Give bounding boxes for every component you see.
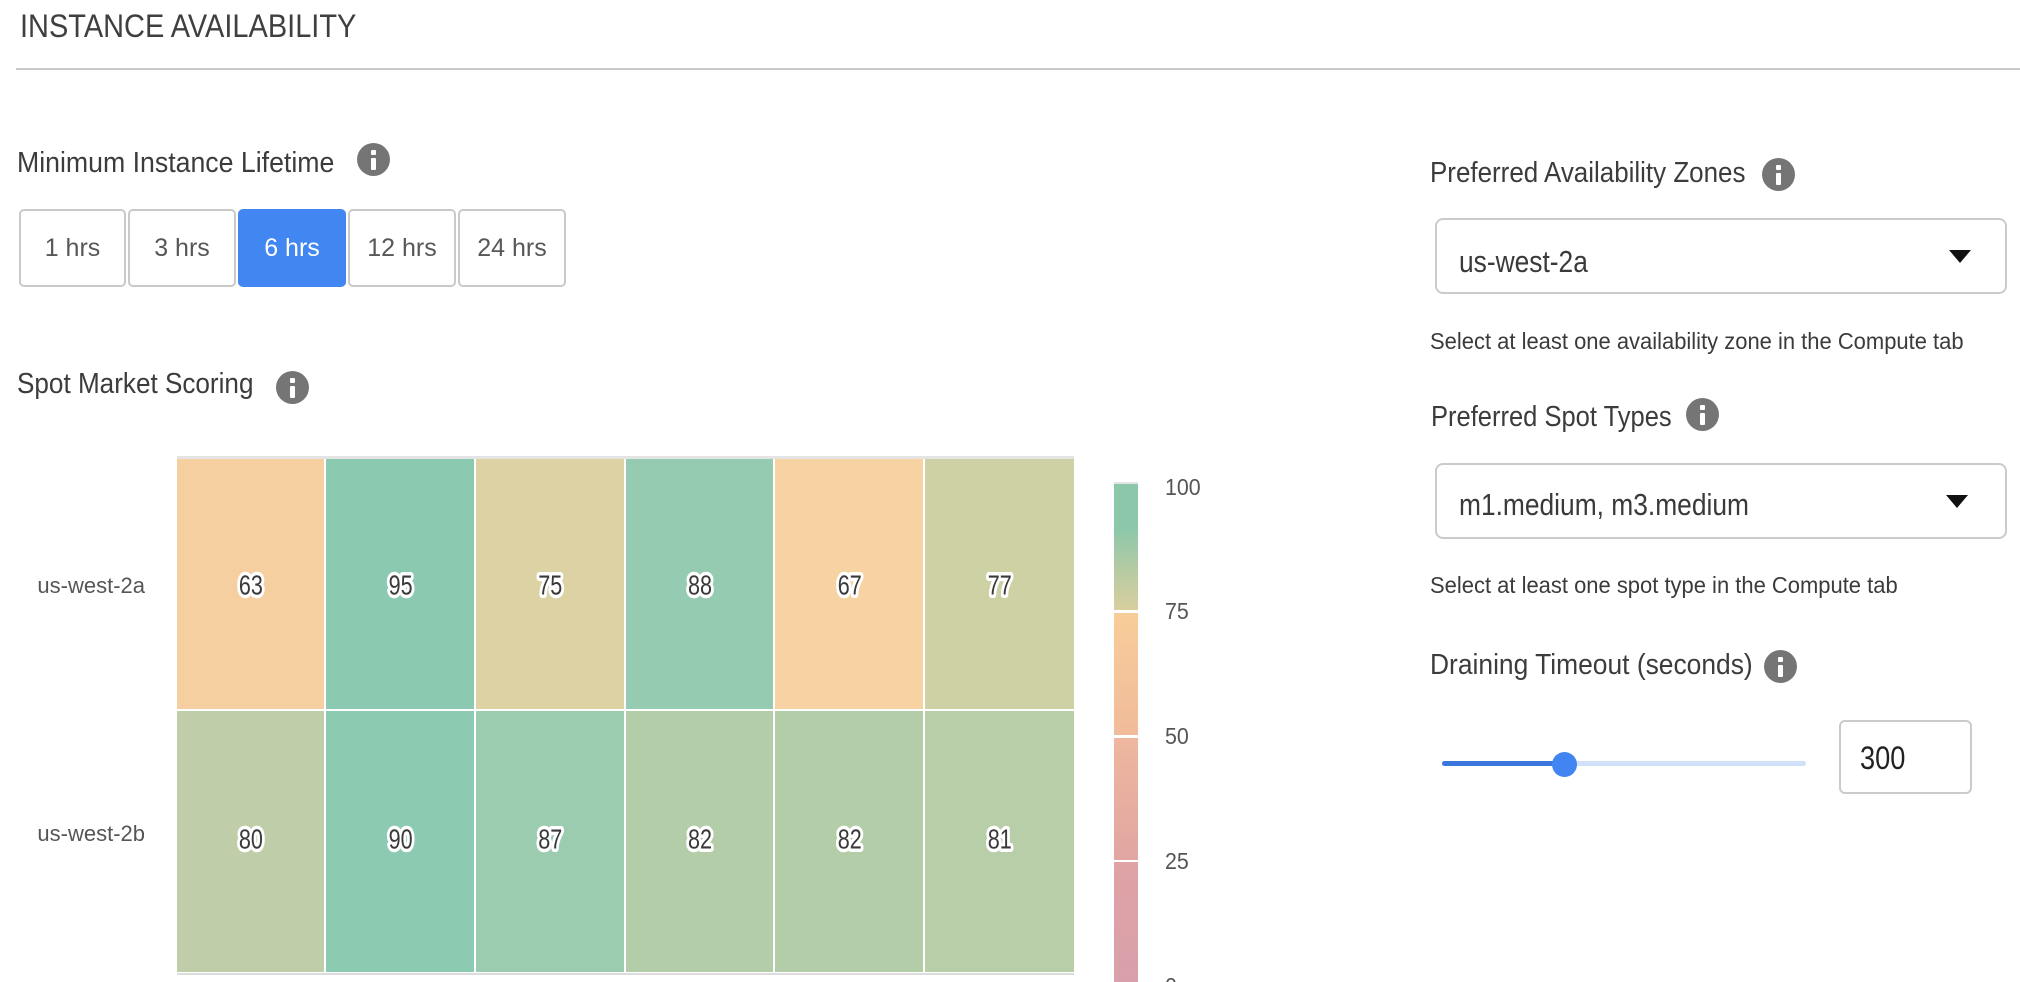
svg-text:88: 88 bbox=[688, 569, 712, 600]
svg-text:82: 82 bbox=[688, 823, 712, 854]
svg-text:82: 82 bbox=[837, 823, 861, 854]
svg-text:87: 87 bbox=[538, 823, 562, 854]
svg-text:63: 63 bbox=[238, 569, 262, 600]
svg-text:67: 67 bbox=[837, 569, 861, 600]
svg-text:75: 75 bbox=[538, 569, 562, 600]
svg-text:81: 81 bbox=[987, 823, 1011, 854]
svg-text:90: 90 bbox=[388, 823, 412, 854]
svg-text:80: 80 bbox=[238, 823, 262, 854]
svg-text:77: 77 bbox=[987, 569, 1011, 600]
svg-text:95: 95 bbox=[388, 569, 412, 600]
